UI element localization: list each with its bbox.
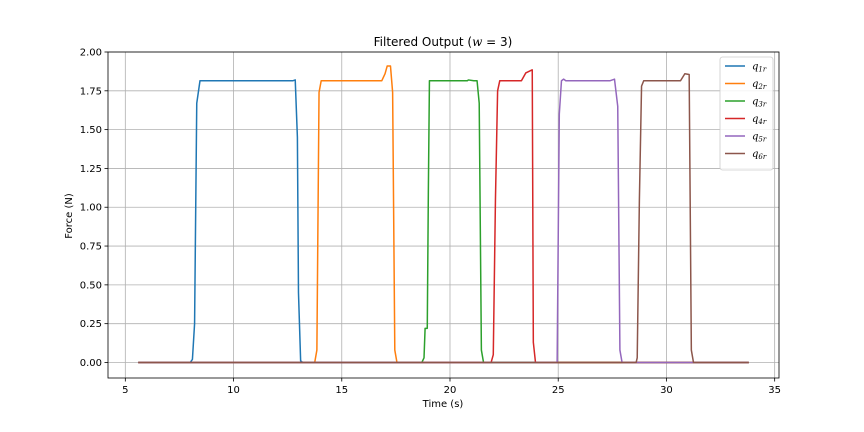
legend-box	[719, 56, 774, 171]
series-line-q6r	[138, 72, 749, 364]
x-tick-label: 35	[768, 385, 781, 396]
plot-frame	[107, 51, 780, 379]
y-tick-label: 0.75	[80, 242, 102, 253]
series-line-q2r	[138, 65, 749, 364]
series-lines	[138, 65, 749, 364]
x-tick-label: 30	[660, 385, 673, 396]
legend-label-q1r: q1r	[752, 62, 767, 74]
series-line-q1r	[138, 79, 749, 364]
x-axis-label: Time (s)	[422, 399, 464, 410]
y-tick-label: 2.00	[80, 48, 102, 59]
x-tick-label: 15	[335, 385, 348, 396]
chart-title-suffix: = 3)	[482, 35, 512, 49]
y-axis-label: Force (N)	[64, 193, 75, 239]
y-tick-label: 0.50	[80, 280, 102, 291]
y-tick-label: 1.50	[80, 125, 102, 136]
chart-title-var: w	[472, 35, 483, 49]
x-tick-label: 25	[552, 385, 565, 396]
legend: q1r q2r q3r q4r q5r q6r	[719, 56, 774, 171]
x-tick-label: 10	[227, 385, 240, 396]
y-tick-label: 1.25	[80, 164, 102, 175]
chart-title: Filtered Output (w = 3)	[374, 35, 513, 49]
y-tick-label: 1.75	[80, 86, 102, 97]
legend-label-q6r: q6r	[752, 149, 767, 161]
legend-label-q2r: q2r	[752, 79, 767, 91]
y-axis-ticks: 0.00 0.25 0.50 0.75 1.00 1.25 1.50 1.75 2.00	[80, 48, 108, 369]
legend-label-q3r: q3r	[752, 97, 767, 109]
grid	[108, 51, 779, 378]
y-tick-label: 1.00	[80, 203, 102, 214]
x-axis-ticks: 5 10 15 20 25 30 35	[122, 378, 781, 396]
legend-label-q5r: q5r	[752, 132, 767, 144]
x-tick-label: 5	[122, 385, 128, 396]
y-tick-label: 0.25	[80, 319, 102, 330]
series-line-q4r	[138, 69, 749, 364]
series-line-q3r	[138, 79, 749, 364]
y-tick-label: 0.00	[80, 358, 102, 369]
series-line-q5r	[138, 78, 749, 364]
x-tick-label: 20	[444, 385, 457, 396]
legend-label-q4r: q4r	[752, 114, 767, 126]
chart-title-prefix: Filtered Output (	[374, 35, 472, 49]
